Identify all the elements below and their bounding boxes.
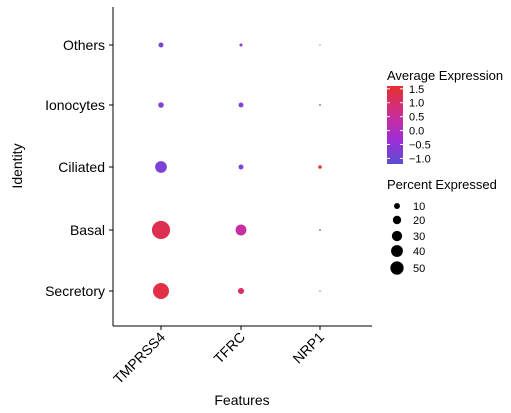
dot-basal-nrp1 bbox=[319, 229, 321, 231]
y-tick-label: Ciliated bbox=[58, 159, 105, 175]
size-legend-label: 40 bbox=[413, 246, 425, 258]
size-legend-dot bbox=[394, 203, 400, 209]
color-tick-label: −1.0 bbox=[409, 153, 431, 165]
y-tick-label: Ionocytes bbox=[45, 97, 105, 113]
color-legend-ticks: 1.5 1.0 0.5 0.0 −0.5−1.0 bbox=[387, 84, 431, 165]
x-tick-label: NRP1 bbox=[289, 329, 327, 367]
dot-ciliated-tfrc bbox=[238, 164, 244, 170]
dot-ciliated-nrp1 bbox=[318, 165, 322, 169]
color-tick-label: 1.5 bbox=[409, 84, 424, 96]
dot-secretory-tmprss4 bbox=[153, 283, 169, 299]
dot-ciliated-tmprss4 bbox=[155, 161, 167, 173]
size-legend-label: 30 bbox=[413, 231, 425, 243]
dots bbox=[151, 42, 322, 299]
color-legend-bar bbox=[387, 86, 403, 164]
y-axis-title: Identity bbox=[9, 143, 25, 188]
dot-ionocytes-tmprss4 bbox=[158, 102, 164, 108]
color-tick-label: −0.5 bbox=[409, 140, 431, 152]
x-tick-label: TMPRSS4 bbox=[110, 329, 168, 387]
size-legend-label: 10 bbox=[413, 201, 425, 213]
dot-others-nrp1 bbox=[319, 44, 321, 46]
size-legend-label: 50 bbox=[413, 263, 425, 275]
size-legend: Percent Expressed 10 20 30 40 50 bbox=[387, 177, 497, 275]
color-tick-label: 0.0 bbox=[409, 126, 424, 138]
dot-ionocytes-nrp1 bbox=[319, 104, 321, 106]
x-axis-title: Features bbox=[214, 392, 269, 408]
color-legend-title: Average Expression bbox=[387, 68, 503, 83]
color-tick-label: 1.0 bbox=[409, 98, 424, 110]
y-tick-label: Basal bbox=[70, 222, 105, 238]
dot-secretory-tfrc bbox=[237, 287, 245, 295]
size-legend-dot bbox=[391, 230, 403, 242]
y-tick-label: Others bbox=[63, 37, 105, 53]
size-legend-label: 20 bbox=[413, 215, 425, 227]
color-tick-label: 0.5 bbox=[409, 112, 424, 124]
x-tick-label: TFRC bbox=[210, 329, 248, 367]
color-legend: Average Expression 1.5 1.0 0.5 0.0 −0.5−1.0 bbox=[387, 68, 503, 165]
y-tick-label: Secretory bbox=[45, 283, 105, 299]
y-ticks: Others Ionocytes Ciliated Basal Secretory bbox=[45, 37, 113, 299]
size-legend-title: Percent Expressed bbox=[387, 177, 497, 192]
dot-others-tmprss4 bbox=[158, 42, 164, 48]
x-ticks: TMPRSS4 TFRC NRP1 bbox=[110, 326, 327, 387]
dot-ionocytes-tfrc bbox=[238, 102, 244, 108]
dot-basal-tfrc bbox=[235, 224, 247, 236]
dot-basal-tmprss4 bbox=[151, 220, 171, 240]
dot-secretory-nrp1 bbox=[319, 290, 321, 292]
size-legend-dot bbox=[390, 261, 404, 275]
size-legend-dot bbox=[392, 215, 402, 225]
size-legend-dot bbox=[391, 245, 403, 257]
size-legend-items: 10 20 30 40 50 bbox=[390, 201, 425, 275]
dot-others-tfrc bbox=[239, 43, 243, 47]
